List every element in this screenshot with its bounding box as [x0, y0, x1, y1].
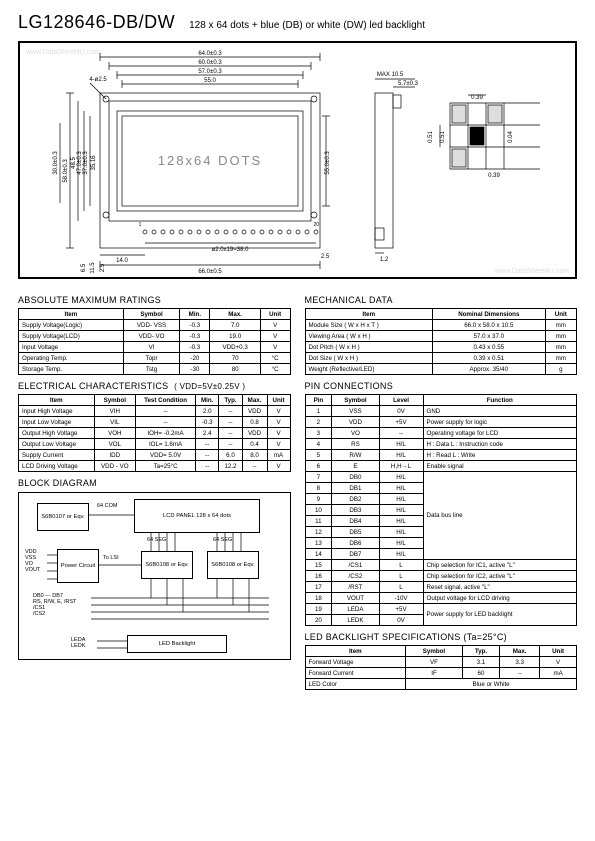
table-row: Forward VoltageVF3.13.3V [305, 657, 577, 668]
table-row: Output High VoltageVOHIOH= -0.2mA2.4--VD… [19, 428, 291, 439]
column-header: Nominal Dimensions [433, 309, 546, 320]
svg-text:0.04: 0.04 [508, 131, 514, 143]
elec-title: ELECTRICAL CHARACTERISTICS ( VDD=5V±0.25… [18, 381, 291, 391]
mech-title: MECHANICAL DATA [305, 295, 578, 305]
column-header: Unit [545, 309, 576, 320]
svg-text:35.16: 35.16 [91, 155, 97, 171]
table-row: Storage Temp.Tstg-3080°C [19, 364, 291, 375]
svg-text:128x64 DOTS: 128x64 DOTS [158, 153, 262, 168]
table-row: 19LEDA+5VPower supply for LED backlight [305, 604, 577, 615]
svg-text:30.0±0.3: 30.0±0.3 [53, 151, 59, 175]
column-header: Max. [242, 395, 267, 406]
column-header: Symbol [123, 309, 179, 320]
svg-text:0.39: 0.39 [471, 95, 483, 101]
table-row: Input Low VoltageVIL---0.3--0.8V [19, 417, 291, 428]
svg-text:64.0±0.3: 64.0±0.3 [198, 51, 222, 57]
elec-table: ItemSymbolTest ConditionMin.Typ.Max.Unit… [18, 394, 291, 472]
table-row: 16/CS2LChip selection for IC2, active "L… [305, 571, 577, 582]
svg-text:5.7±0.3: 5.7±0.3 [398, 81, 419, 87]
svg-text:0.51: 0.51 [428, 131, 434, 143]
part-number: LG128646-DB/DW [18, 12, 175, 33]
svg-text:4-ø2.5: 4-ø2.5 [89, 77, 107, 83]
svg-text:1: 1 [139, 222, 142, 228]
column-header: Max. [210, 309, 260, 320]
column-header: Min. [180, 309, 210, 320]
svg-text:ø2.0x19=38.0: ø2.0x19=38.0 [212, 247, 250, 253]
part-description: 128 x 64 dots + blue (DB) or white (DW) … [189, 20, 425, 31]
svg-text:0.39: 0.39 [488, 173, 500, 179]
pins-table: PinSymbolLevelFunction 1VSS0VGND2VDD+5VP… [305, 394, 578, 626]
table-row: Dot Pitch ( W x H )0.43 x 0.55mm [305, 342, 577, 353]
svg-text:55.0: 55.0 [204, 78, 216, 84]
amr-title: ABSOLUTE MAXIMUM RATINGS [18, 295, 291, 305]
table-row: 3VO--Operating voltage for LCD [305, 428, 577, 439]
table-row: 18VOUT-10VOutput voltage for LCD driving [305, 593, 577, 604]
table-row: LED ColorBlue or White [305, 679, 577, 690]
column-header: Typ. [219, 395, 242, 406]
table-row: Input High VoltageVIH--2.0--VDDV [19, 406, 291, 417]
svg-text:6.5: 6.5 [81, 263, 87, 272]
svg-text:2.5: 2.5 [321, 254, 330, 260]
table-row: LCD Driving VoltageVDD - VOTa=25°C--12.2… [19, 461, 291, 472]
table-row: Viewing Area ( W x H )57.0 x 37.0mm [305, 331, 577, 342]
svg-text:57.0±0.3: 57.0±0.3 [198, 69, 222, 75]
svg-text:20: 20 [313, 222, 319, 228]
table-row: 6EH,H→LEnable signal [305, 461, 577, 472]
table-row: Dot Size ( W x H )0.39 x 0.51mm [305, 353, 577, 364]
svg-text:MAX 10.5: MAX 10.5 [377, 72, 404, 78]
table-row: Supply CurrentIDDVDD= 5.0V--6.08.0mA [19, 450, 291, 461]
svg-text:2.5: 2.5 [100, 263, 106, 272]
table-row: Forward CurrentIF60--mA [305, 668, 577, 679]
table-row: Input VoltageVI-0.3VDD+0.3V [19, 342, 291, 353]
pins-title: PIN CONNECTIONS [305, 381, 578, 391]
mechanical-drawing: www.DataSheet4U.com www.DataSheet4U.com [18, 41, 577, 279]
svg-text:11.5: 11.5 [90, 262, 96, 274]
svg-text:58.0±0.3: 58.0±0.3 [63, 159, 69, 183]
drawing-svg: 64.0±0.3 60.0±0.3 57.0±0.3 55.0 4-ø2.5 5… [20, 43, 575, 277]
table-row: Weight (Reflective/LED)Approx. 35/40g [305, 364, 577, 375]
svg-text:1.2: 1.2 [380, 257, 389, 263]
table-row: 5R/WH/LH : Read L : Write [305, 450, 577, 461]
column-header: Min. [196, 395, 219, 406]
table-row: Module Size ( W x H x T )66.0 x 58.0 x 1… [305, 320, 577, 331]
table-row: 7DB0H/LData bus line [305, 472, 577, 483]
table-row: 1VSS0VGND [305, 406, 577, 417]
svg-text:60.0±0.3: 60.0±0.3 [198, 60, 222, 66]
page-header: LG128646-DB/DW 128 x 64 dots + blue (DB)… [18, 12, 577, 33]
block-title: BLOCK DIAGRAM [18, 478, 291, 488]
amr-table: ItemSymbolMin.Max.Unit Supply Voltage(Lo… [18, 308, 291, 375]
table-row: 15/CS1LChip selection for IC1, active "L… [305, 560, 577, 571]
svg-text:55.0±0.3: 55.0±0.3 [325, 151, 331, 175]
led-table: ItemSymbolTyp.Max.Unit Forward VoltageVF… [305, 645, 578, 690]
column-header: Item [19, 395, 95, 406]
column-header: Unit [267, 395, 290, 406]
block-diagram: S6B0107 or Eqv. LCD PANEL 128 x 64 dots … [18, 492, 291, 660]
svg-text:66.0±0.5: 66.0±0.5 [198, 269, 222, 275]
column-header: Unit [260, 309, 290, 320]
svg-text:37.0±0.3: 37.0±0.3 [83, 151, 89, 175]
column-header: Symbol [94, 395, 136, 406]
mech-table: ItemNominal DimensionsUnit Module Size (… [305, 308, 578, 375]
column-header: Test Condition [136, 395, 196, 406]
svg-text:0.51: 0.51 [440, 131, 446, 143]
table-row: 4RSH/LH : Data L : Instruction code [305, 439, 577, 450]
table-row: 2VDD+5VPower supply for logic [305, 417, 577, 428]
table-row: Supply Voltage(Logic)VDD- VSS-0.37.0V [19, 320, 291, 331]
table-row: Supply Voltage(LCD)VDD- VO-0.319.0V [19, 331, 291, 342]
content-grid: ABSOLUTE MAXIMUM RATINGS ItemSymbolMin.M… [18, 289, 577, 690]
table-row: Output Low VoltageVOLIOL= 1.6mA----0.4V [19, 439, 291, 450]
table-row: 17/RSTLReset signal, active "L" [305, 582, 577, 593]
svg-text:14.0: 14.0 [116, 258, 128, 264]
led-title: LED BACKLIGHT SPECIFICATIONS (Ta=25°C) [305, 632, 578, 642]
column-header: Item [19, 309, 124, 320]
column-header: Item [305, 309, 433, 320]
table-row: Operating Temp.Topr-2070°C [19, 353, 291, 364]
